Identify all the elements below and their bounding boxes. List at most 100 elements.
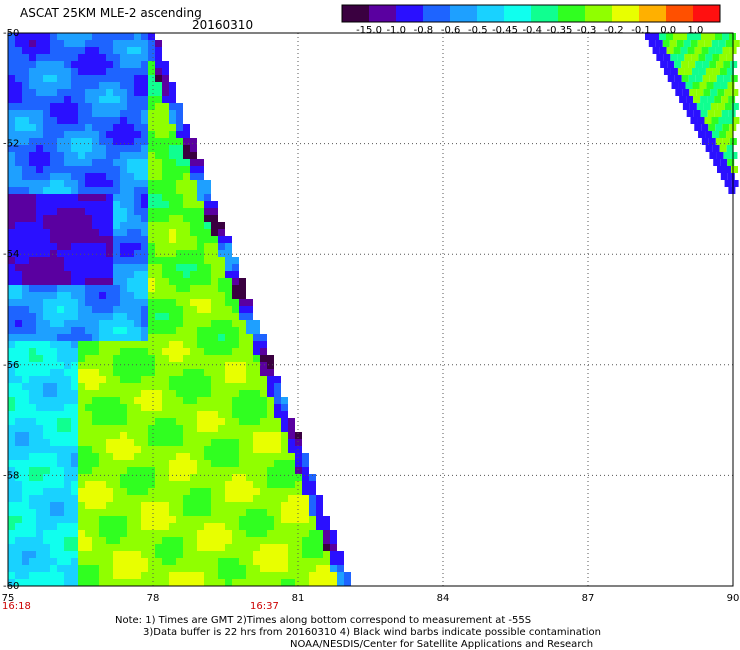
data-cell xyxy=(29,89,36,96)
data-cell xyxy=(64,306,71,313)
data-cell xyxy=(183,194,190,201)
data-cell xyxy=(176,257,183,264)
data-cell xyxy=(15,474,22,481)
data-cell xyxy=(162,103,169,110)
data-cell xyxy=(141,320,148,327)
data-cell xyxy=(218,348,225,355)
data-cell xyxy=(78,502,85,509)
data-cell xyxy=(162,152,169,159)
data-cell xyxy=(232,411,239,418)
data-cell xyxy=(176,292,183,299)
data-cell xyxy=(113,411,120,418)
data-cell xyxy=(197,243,204,250)
data-cell xyxy=(92,523,99,530)
data-cell xyxy=(29,40,36,47)
data-cell xyxy=(225,264,232,271)
data-cell xyxy=(8,229,15,236)
data-cell xyxy=(253,320,260,327)
data-cell xyxy=(8,117,15,124)
data-cell xyxy=(719,68,727,75)
data-cell xyxy=(239,495,246,502)
data-cell xyxy=(134,285,141,292)
data-cell xyxy=(29,131,36,138)
data-cell xyxy=(106,376,113,383)
data-cell xyxy=(218,425,225,432)
data-cell xyxy=(57,229,64,236)
data-cell xyxy=(190,341,197,348)
data-cell xyxy=(176,509,183,516)
data-cell xyxy=(57,397,64,404)
data-cell xyxy=(246,390,253,397)
data-cell xyxy=(106,257,113,264)
data-cell xyxy=(176,537,183,544)
data-cell xyxy=(43,68,50,75)
data-cell xyxy=(99,187,106,194)
data-cell xyxy=(120,320,127,327)
data-cell xyxy=(43,495,50,502)
data-cell xyxy=(113,320,120,327)
data-cell xyxy=(162,201,169,208)
data-cell xyxy=(141,579,148,586)
data-cell xyxy=(29,110,36,117)
colorbar-label: -0.35 xyxy=(546,25,572,34)
data-cell xyxy=(676,40,684,47)
data-cell xyxy=(316,502,323,509)
data-cell xyxy=(36,509,43,516)
data-cell xyxy=(148,68,155,75)
data-cell xyxy=(141,516,148,523)
data-cell xyxy=(15,320,22,327)
data-cell xyxy=(169,523,176,530)
data-cell xyxy=(92,495,99,502)
data-cell xyxy=(169,425,176,432)
data-cell xyxy=(29,362,36,369)
data-cell xyxy=(92,544,99,551)
data-cell xyxy=(71,285,78,292)
data-cell xyxy=(183,285,190,292)
data-cell xyxy=(50,229,57,236)
data-cell xyxy=(85,341,92,348)
data-cell xyxy=(218,474,225,481)
data-cell xyxy=(15,194,22,201)
data-cell xyxy=(288,439,295,446)
data-cell xyxy=(211,404,218,411)
lat-lon-grid xyxy=(8,33,733,586)
data-cell xyxy=(162,544,169,551)
data-cell xyxy=(50,355,57,362)
data-cell xyxy=(190,376,197,383)
data-cell xyxy=(288,488,295,495)
data-cell xyxy=(239,432,246,439)
data-cell xyxy=(288,579,295,586)
data-cell xyxy=(169,460,176,467)
data-cell xyxy=(295,579,302,586)
data-cell xyxy=(99,411,106,418)
data-cell xyxy=(113,236,120,243)
data-cell xyxy=(169,495,176,502)
data-cell xyxy=(127,411,134,418)
data-cell xyxy=(8,572,15,579)
data-cell xyxy=(246,516,253,523)
data-cell xyxy=(246,572,253,579)
data-cell xyxy=(148,439,155,446)
data-cell xyxy=(106,390,113,397)
data-cell xyxy=(43,124,50,131)
data-cell xyxy=(148,61,155,68)
colorbar-swatch xyxy=(558,5,585,22)
data-cell xyxy=(225,530,232,537)
data-cell xyxy=(8,215,15,222)
data-cell xyxy=(22,376,29,383)
data-cell xyxy=(225,453,232,460)
data-cell xyxy=(71,495,78,502)
data-cell xyxy=(246,439,253,446)
data-cell xyxy=(120,432,127,439)
data-cell xyxy=(162,537,169,544)
data-cell xyxy=(71,103,78,110)
data-cell xyxy=(148,257,155,264)
data-cell xyxy=(15,509,22,516)
data-cell xyxy=(162,320,169,327)
colorbar-swatch xyxy=(639,5,666,22)
data-cell xyxy=(183,152,190,159)
data-cell xyxy=(246,334,253,341)
data-cell xyxy=(218,579,225,586)
data-cell xyxy=(50,194,57,201)
data-cell xyxy=(36,348,43,355)
